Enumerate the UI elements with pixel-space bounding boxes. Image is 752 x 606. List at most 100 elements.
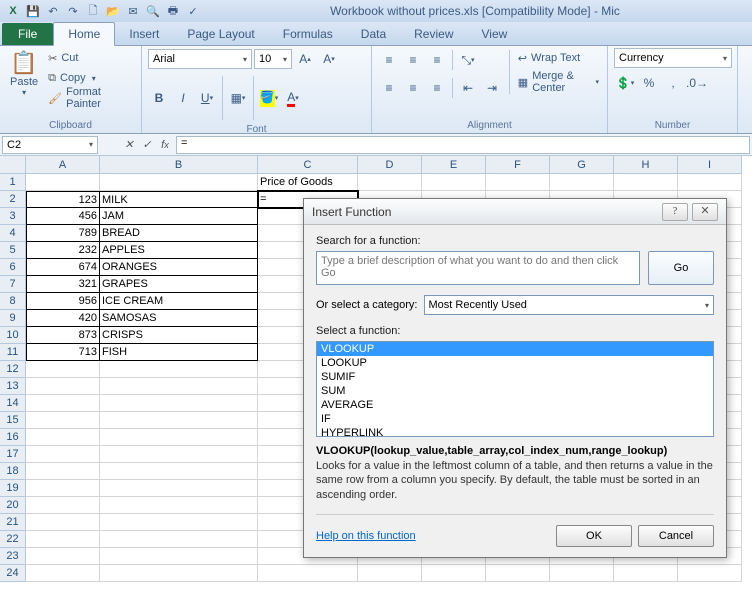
cell[interactable]: 873 [26,327,100,344]
cell[interactable] [100,446,258,463]
undo-icon[interactable]: ↶ [44,2,62,20]
tab-formulas[interactable]: Formulas [269,23,347,45]
ok-button[interactable]: OK [556,525,632,547]
cell[interactable]: 956 [26,293,100,310]
tab-review[interactable]: Review [400,23,467,45]
cell[interactable] [100,412,258,429]
row-header[interactable]: 8 [0,293,26,310]
align-right-button[interactable]: ≡ [426,77,448,99]
function-list-item[interactable]: VLOOKUP [317,342,713,356]
row-header[interactable]: 11 [0,344,26,361]
formula-input[interactable]: = [176,136,750,154]
align-left-button[interactable]: ≡ [378,77,400,99]
cell[interactable]: 674 [26,259,100,276]
bold-button[interactable]: B [148,87,170,109]
dialog-close-button[interactable]: ✕ [692,203,718,221]
percent-button[interactable]: % [638,72,660,94]
align-top-button[interactable]: ≡ [378,49,400,71]
number-format-select[interactable]: Currency▾ [614,48,732,68]
tab-view[interactable]: View [468,23,522,45]
cell[interactable]: 713 [26,344,100,361]
cell[interactable]: 321 [26,276,100,293]
cell[interactable]: Price of Goods [258,174,358,191]
cell[interactable] [550,174,614,191]
cell[interactable] [26,378,100,395]
row-header[interactable]: 3 [0,208,26,225]
cell[interactable]: 232 [26,242,100,259]
excel-icon[interactable]: X [4,2,22,20]
function-list-item[interactable]: HYPERLINK [317,426,713,437]
decrease-indent-button[interactable]: ⇤ [457,77,479,99]
row-header[interactable]: 18 [0,463,26,480]
cell[interactable] [486,565,550,582]
merge-center-button[interactable]: ▦Merge & Center▾ [516,72,601,92]
column-header[interactable]: I [678,156,742,174]
cell[interactable] [26,429,100,446]
accounting-format-button[interactable]: 💲▾ [614,72,636,94]
email-icon[interactable]: ✉ [124,2,142,20]
cell[interactable] [678,565,742,582]
spell-icon[interactable]: ✓ [184,2,202,20]
cell[interactable]: APPLES [100,242,258,259]
row-header[interactable]: 6 [0,259,26,276]
column-header[interactable]: B [100,156,258,174]
cell[interactable] [100,497,258,514]
align-bottom-button[interactable]: ≡ [426,49,448,71]
cell[interactable] [26,497,100,514]
cell[interactable] [26,361,100,378]
cell[interactable]: CRISPS [100,327,258,344]
shrink-font-button[interactable]: A▾ [318,48,340,70]
cell[interactable]: 420 [26,310,100,327]
cell[interactable] [486,174,550,191]
row-header[interactable]: 19 [0,480,26,497]
fx-button[interactable]: fx [156,136,174,154]
cell[interactable] [100,174,258,191]
cell[interactable] [100,463,258,480]
row-header[interactable]: 13 [0,378,26,395]
enter-formula-button[interactable]: ✓ [138,136,156,154]
column-header[interactable]: H [614,156,678,174]
row-header[interactable]: 12 [0,361,26,378]
function-list-item[interactable]: AVERAGE [317,398,713,412]
cell[interactable] [26,446,100,463]
quickprint-icon[interactable]: 🖶 [164,2,182,20]
tab-insert[interactable]: Insert [115,23,173,45]
wrap-text-button[interactable]: ↩Wrap Text [516,48,601,68]
function-list[interactable]: VLOOKUPLOOKUPSUMIFSUMAVERAGEIFHYPERLINK [316,341,714,437]
category-select[interactable]: Most Recently Used▾ [424,295,715,315]
row-header[interactable]: 17 [0,446,26,463]
open-icon[interactable]: 📂 [104,2,122,20]
cell[interactable] [422,174,486,191]
align-center-button[interactable]: ≡ [402,77,424,99]
row-header[interactable]: 1 [0,174,26,191]
cell[interactable] [100,361,258,378]
cell[interactable] [614,565,678,582]
align-middle-button[interactable]: ≡ [402,49,424,71]
row-header[interactable]: 16 [0,429,26,446]
name-box[interactable]: C2▾ [2,136,98,154]
cell[interactable]: JAM [100,208,258,225]
cell[interactable] [258,565,358,582]
cell[interactable]: FISH [100,344,258,361]
column-header[interactable]: E [422,156,486,174]
cell[interactable] [100,429,258,446]
format-painter-button[interactable]: 🖌Format Painter [46,88,135,108]
cell[interactable] [26,548,100,565]
cancel-button[interactable]: Cancel [638,525,714,547]
row-header[interactable]: 4 [0,225,26,242]
cell[interactable]: SAMOSAS [100,310,258,327]
cell[interactable] [26,412,100,429]
cut-button[interactable]: ✂Cut [46,48,135,68]
function-list-item[interactable]: LOOKUP [317,356,713,370]
cancel-formula-button[interactable]: ✕ [120,136,138,154]
increase-indent-button[interactable]: ⇥ [481,77,503,99]
cell[interactable] [422,565,486,582]
font-name-select[interactable]: Arial▾ [148,49,252,69]
tab-home[interactable]: Home [53,22,115,46]
function-list-item[interactable]: SUMIF [317,370,713,384]
help-link[interactable]: Help on this function [316,530,416,542]
cell[interactable]: BREAD [100,225,258,242]
cell[interactable] [26,395,100,412]
function-list-item[interactable]: IF [317,412,713,426]
tab-data[interactable]: Data [347,23,400,45]
